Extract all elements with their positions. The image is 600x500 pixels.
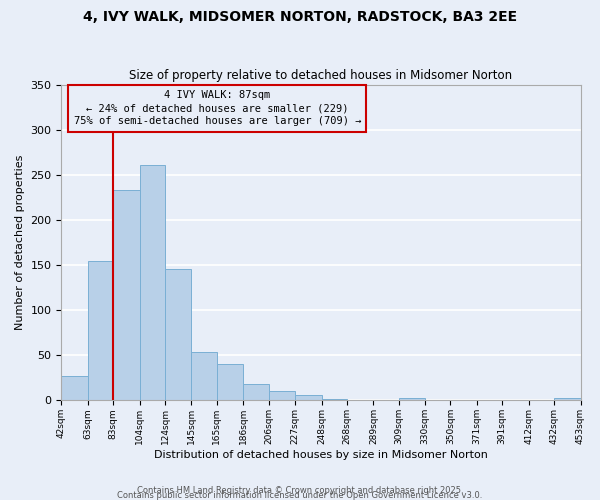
Bar xyxy=(165,268,191,400)
Bar xyxy=(113,190,140,400)
Bar xyxy=(88,260,113,400)
Bar xyxy=(243,384,269,400)
Bar xyxy=(295,395,322,400)
Bar xyxy=(61,376,88,400)
X-axis label: Distribution of detached houses by size in Midsomer Norton: Distribution of detached houses by size … xyxy=(154,450,488,460)
Bar xyxy=(217,364,243,400)
Bar xyxy=(269,390,295,400)
Bar xyxy=(398,398,425,400)
Text: Contains HM Land Registry data © Crown copyright and database right 2025.: Contains HM Land Registry data © Crown c… xyxy=(137,486,463,495)
Text: Contains public sector information licensed under the Open Government Licence v3: Contains public sector information licen… xyxy=(118,491,482,500)
Bar xyxy=(554,398,581,400)
Bar xyxy=(322,398,347,400)
Y-axis label: Number of detached properties: Number of detached properties xyxy=(15,155,25,330)
Bar xyxy=(191,352,217,401)
Bar xyxy=(140,165,165,400)
Text: 4, IVY WALK, MIDSOMER NORTON, RADSTOCK, BA3 2EE: 4, IVY WALK, MIDSOMER NORTON, RADSTOCK, … xyxy=(83,10,517,24)
Text: 4 IVY WALK: 87sqm
← 24% of detached houses are smaller (229)
75% of semi-detache: 4 IVY WALK: 87sqm ← 24% of detached hous… xyxy=(74,90,361,126)
Title: Size of property relative to detached houses in Midsomer Norton: Size of property relative to detached ho… xyxy=(130,69,512,82)
